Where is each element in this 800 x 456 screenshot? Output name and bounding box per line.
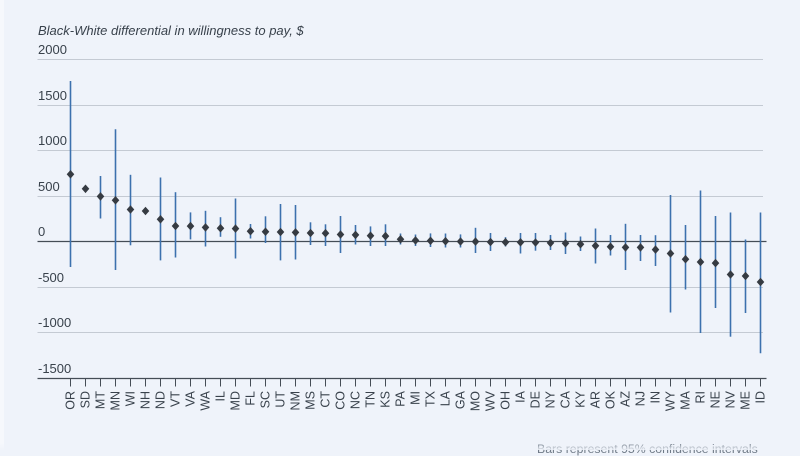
svg-text:-1500: -1500 bbox=[38, 361, 71, 376]
svg-text:CT: CT bbox=[319, 391, 333, 408]
svg-text:MO: MO bbox=[469, 391, 483, 411]
svg-text:NV: NV bbox=[724, 390, 738, 408]
svg-text:NM: NM bbox=[289, 391, 303, 410]
svg-text:WV: WV bbox=[484, 390, 498, 411]
svg-text:ND: ND bbox=[154, 391, 168, 409]
svg-text:TX: TX bbox=[424, 390, 438, 407]
svg-text:AZ: AZ bbox=[619, 391, 633, 407]
svg-text:CO: CO bbox=[334, 391, 348, 410]
svg-text:VA: VA bbox=[184, 390, 198, 406]
svg-text:OH: OH bbox=[499, 391, 513, 410]
svg-text:OR: OR bbox=[64, 391, 78, 410]
svg-text:NC: NC bbox=[349, 391, 363, 409]
svg-text:SC: SC bbox=[259, 391, 273, 408]
svg-text:NH: NH bbox=[139, 391, 153, 409]
svg-text:0: 0 bbox=[38, 224, 45, 239]
svg-text:DE: DE bbox=[529, 391, 543, 408]
svg-text:1500: 1500 bbox=[38, 88, 67, 103]
svg-text:IN: IN bbox=[649, 391, 663, 404]
svg-text:KS: KS bbox=[379, 391, 393, 408]
svg-text:ME: ME bbox=[739, 391, 753, 410]
svg-text:MI: MI bbox=[409, 391, 423, 405]
svg-text:2000: 2000 bbox=[38, 42, 67, 57]
svg-text:-1000: -1000 bbox=[38, 315, 71, 330]
svg-text:NE: NE bbox=[709, 391, 723, 408]
svg-text:FL: FL bbox=[244, 391, 258, 406]
svg-text:CA: CA bbox=[559, 390, 573, 408]
svg-text:WY: WY bbox=[664, 390, 678, 411]
svg-text:PA: PA bbox=[394, 390, 408, 406]
svg-text:MA: MA bbox=[679, 390, 693, 409]
svg-text:TN: TN bbox=[364, 391, 378, 408]
svg-text:500: 500 bbox=[38, 179, 60, 194]
svg-text:LA: LA bbox=[439, 390, 453, 406]
svg-text:MN: MN bbox=[109, 391, 123, 410]
svg-text:MS: MS bbox=[304, 391, 318, 410]
svg-text:SD: SD bbox=[79, 391, 93, 408]
svg-text:MD: MD bbox=[229, 391, 243, 410]
svg-text:WI: WI bbox=[124, 391, 138, 406]
svg-text:OK: OK bbox=[604, 390, 618, 409]
svg-text:UT: UT bbox=[274, 391, 288, 408]
svg-text:AR: AR bbox=[589, 391, 603, 408]
svg-text:IL: IL bbox=[214, 391, 228, 401]
svg-text:ID: ID bbox=[754, 391, 768, 404]
svg-text:IA: IA bbox=[514, 390, 528, 402]
svg-text:WA: WA bbox=[199, 390, 213, 410]
svg-text:NY: NY bbox=[544, 390, 558, 408]
svg-text:-500: -500 bbox=[38, 270, 64, 285]
svg-text:RI: RI bbox=[694, 391, 708, 404]
svg-text:VT: VT bbox=[169, 391, 183, 407]
svg-text:MT: MT bbox=[94, 391, 108, 409]
svg-text:KY: KY bbox=[574, 390, 588, 407]
svg-text:1000: 1000 bbox=[38, 133, 67, 148]
svg-text:GA: GA bbox=[454, 390, 468, 409]
svg-text:NJ: NJ bbox=[634, 391, 648, 406]
